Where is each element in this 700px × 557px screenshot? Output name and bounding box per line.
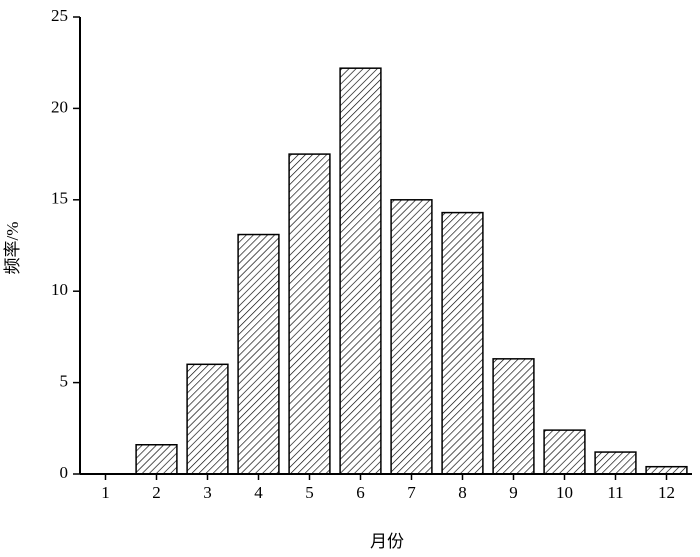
x-tick-label: 11 (607, 483, 623, 502)
bar (492, 358, 535, 475)
y-tick-label: 20 (51, 97, 68, 116)
x-tick-label: 6 (356, 483, 365, 502)
x-tick-label: 10 (556, 483, 573, 502)
bar (135, 444, 178, 475)
y-tick-label: 25 (51, 6, 68, 25)
x-axis-label: 月份 (370, 532, 404, 551)
y-tick-label: 5 (60, 372, 69, 391)
x-tick-label: 8 (458, 483, 467, 502)
y-tick-label: 15 (51, 189, 68, 208)
bar (237, 233, 280, 475)
bar (288, 153, 331, 475)
x-tick-label: 7 (407, 483, 416, 502)
y-axis-label: 频率/% (3, 222, 22, 275)
y-tick-label: 10 (51, 280, 68, 299)
x-tick-label: 2 (152, 483, 161, 502)
x-tick-label: 9 (509, 483, 518, 502)
x-tick-label: 1 (101, 483, 110, 502)
bar (390, 199, 433, 475)
x-tick-label: 5 (305, 483, 314, 502)
x-tick-label: 3 (203, 483, 212, 502)
bar (339, 67, 382, 475)
bar (186, 363, 229, 475)
bar (594, 451, 637, 475)
y-tick-label: 0 (60, 463, 69, 482)
bar (543, 429, 586, 475)
x-tick-label: 12 (658, 483, 675, 502)
bar (645, 465, 688, 475)
bar (441, 211, 484, 475)
x-tick-label: 4 (254, 483, 263, 502)
